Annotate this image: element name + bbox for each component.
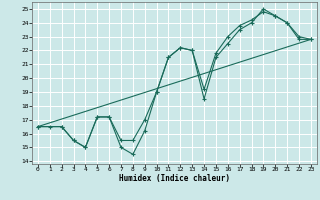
X-axis label: Humidex (Indice chaleur): Humidex (Indice chaleur) (119, 174, 230, 183)
